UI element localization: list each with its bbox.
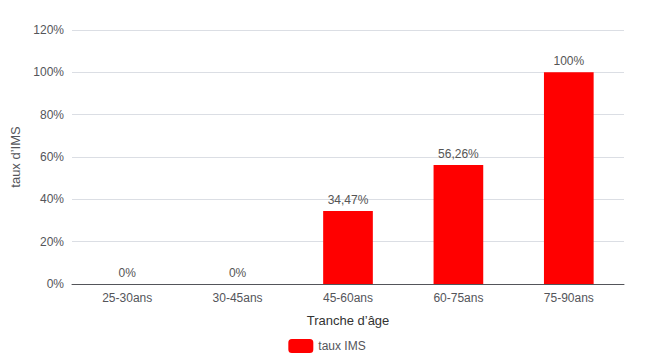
svg-text:40%: 40%: [40, 192, 64, 206]
svg-text:100%: 100%: [33, 65, 64, 79]
svg-text:100%: 100%: [553, 54, 584, 68]
svg-text:0%: 0%: [119, 266, 137, 280]
svg-text:60%: 60%: [40, 150, 64, 164]
svg-text:34,47%: 34,47%: [328, 193, 369, 207]
svg-text:Tranche d’âge: Tranche d’âge: [307, 313, 390, 328]
svg-text:80%: 80%: [40, 108, 64, 122]
svg-text:taux d’IMS: taux d’IMS: [8, 126, 23, 188]
svg-text:30-45ans: 30-45ans: [213, 291, 263, 305]
svg-text:120%: 120%: [33, 23, 64, 37]
svg-text:56,26%: 56,26%: [438, 147, 479, 161]
svg-text:0%: 0%: [229, 266, 247, 280]
svg-text:20%: 20%: [40, 235, 64, 249]
svg-text:0%: 0%: [47, 277, 65, 291]
svg-text:45-60ans: 45-60ans: [323, 291, 373, 305]
svg-text:75-90ans: 75-90ans: [544, 291, 594, 305]
svg-text:60-75ans: 60-75ans: [433, 291, 483, 305]
svg-text:taux IMS: taux IMS: [318, 339, 365, 353]
svg-text:25-30ans: 25-30ans: [102, 291, 152, 305]
